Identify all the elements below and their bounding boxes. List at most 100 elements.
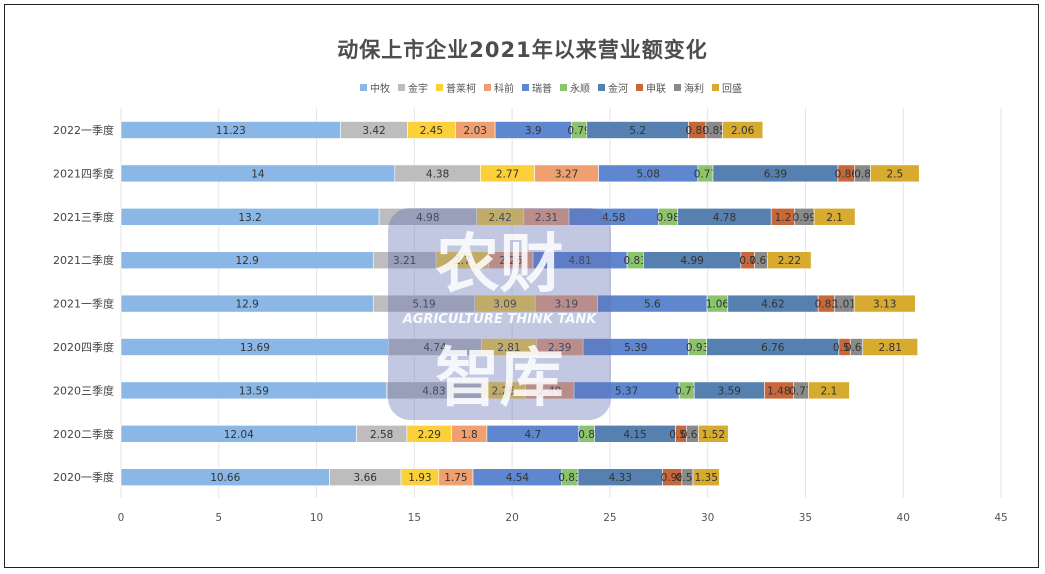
data-label: 2.22 bbox=[778, 255, 801, 267]
legend-swatch bbox=[398, 83, 405, 91]
data-label: 0.79 bbox=[567, 125, 590, 137]
data-label: 2.49 bbox=[538, 385, 561, 397]
data-label: 3.13 bbox=[873, 299, 896, 311]
data-label: 3.09 bbox=[493, 299, 516, 311]
data-label: 2.39 bbox=[548, 342, 571, 354]
data-label: 1.06 bbox=[706, 299, 730, 311]
data-label: 0.99 bbox=[793, 212, 816, 224]
legend-item: 瑞普 bbox=[522, 80, 552, 95]
legend-label: 科前 bbox=[494, 83, 514, 95]
data-label: 2.1 bbox=[821, 385, 838, 397]
data-label: 14 bbox=[251, 168, 265, 180]
data-label: 6.39 bbox=[764, 168, 787, 180]
data-label: 5.19 bbox=[412, 299, 435, 311]
category-label: 2020三季度 bbox=[53, 383, 114, 397]
legend-label: 普莱柯 bbox=[446, 83, 476, 95]
data-label: 13.69 bbox=[240, 342, 270, 354]
legend-label: 回盛 bbox=[722, 83, 742, 95]
data-label: 4.38 bbox=[426, 168, 449, 180]
legend-item: 海利 bbox=[674, 80, 704, 95]
data-label: 2.26 bbox=[492, 385, 516, 397]
data-label: 4.83 bbox=[422, 385, 445, 397]
legend-swatch bbox=[674, 83, 681, 91]
legend-label: 海利 bbox=[684, 83, 704, 95]
data-label: 0.83 bbox=[624, 255, 647, 267]
data-label: 4.33 bbox=[609, 472, 632, 484]
data-label: 3.66 bbox=[354, 472, 378, 484]
data-label: 2.7 bbox=[454, 255, 471, 267]
bar-segment bbox=[722, 121, 764, 139]
data-label: 2.26 bbox=[499, 255, 523, 267]
data-label: 2.45 bbox=[420, 125, 443, 137]
legend-item: 回盛 bbox=[712, 80, 742, 95]
category-label: 2021四季度 bbox=[53, 166, 114, 180]
legend-label: 申联 bbox=[646, 83, 666, 95]
data-label: 3.9 bbox=[525, 125, 542, 137]
data-label: 1.52 bbox=[702, 429, 725, 441]
chart-title: 动保上市企业2021年以来营业额变化 bbox=[337, 38, 708, 62]
x-tick-label: 0 bbox=[118, 512, 125, 524]
data-label: 3.42 bbox=[362, 125, 385, 137]
data-label: 2.29 bbox=[418, 429, 441, 441]
data-label: 4.81 bbox=[568, 255, 591, 267]
data-label: 13.59 bbox=[239, 385, 269, 397]
legend-swatch bbox=[484, 83, 491, 91]
data-label: 4.7 bbox=[524, 429, 541, 441]
data-label: 0.98 bbox=[661, 472, 684, 484]
data-label: 4.98 bbox=[416, 212, 439, 224]
data-label: 0.77 bbox=[675, 385, 698, 397]
data-label: 2.42 bbox=[488, 212, 511, 224]
data-label: 0.86 bbox=[835, 168, 859, 180]
x-tick-label: 35 bbox=[799, 512, 812, 524]
data-label: 4.62 bbox=[761, 299, 784, 311]
data-label: 3.21 bbox=[393, 255, 416, 267]
data-label: 0.83 bbox=[558, 472, 581, 484]
legend-swatch bbox=[522, 83, 529, 91]
category-label: 2021二季度 bbox=[53, 253, 114, 267]
data-label: 0.83 bbox=[815, 299, 838, 311]
data-label: 2.31 bbox=[535, 212, 558, 224]
x-tick-label: 30 bbox=[701, 512, 714, 524]
category-label: 2020二季度 bbox=[53, 427, 114, 441]
data-label: 2.1 bbox=[826, 212, 843, 224]
data-label: 3.27 bbox=[555, 168, 578, 180]
data-label: 0.8 bbox=[854, 168, 871, 180]
data-label: 5.37 bbox=[615, 385, 638, 397]
x-tick-label: 10 bbox=[310, 512, 323, 524]
data-label: 5.2 bbox=[629, 125, 646, 137]
legend-item: 普莱柯 bbox=[436, 80, 476, 95]
data-label: 0.85 bbox=[703, 125, 726, 137]
data-label: 0.93 bbox=[686, 342, 709, 354]
data-label: 0.8 bbox=[578, 429, 595, 441]
legend-label: 金宇 bbox=[408, 83, 428, 95]
legend-item: 永顺 bbox=[560, 80, 590, 95]
legend-swatch bbox=[436, 83, 443, 91]
x-tick-label: 45 bbox=[994, 512, 1007, 524]
data-label: 0.98 bbox=[656, 212, 679, 224]
data-label: 0.7 bbox=[739, 255, 756, 267]
data-label: 0.67 bbox=[749, 255, 772, 267]
bar-segment bbox=[808, 381, 850, 400]
watermark-subtitle: AGRICULTURE THINK TANK bbox=[402, 312, 598, 327]
data-label: 4.74 bbox=[423, 342, 447, 354]
data-label: 1.01 bbox=[833, 299, 856, 311]
legend-swatch bbox=[360, 83, 367, 91]
legend-label: 金河 bbox=[608, 83, 628, 95]
legend-swatch bbox=[560, 83, 567, 91]
data-label: 1.8 bbox=[461, 429, 478, 441]
data-label: 4.78 bbox=[713, 212, 736, 224]
legend-label: 瑞普 bbox=[532, 83, 552, 95]
bar-segment bbox=[870, 164, 920, 183]
data-label: 12.9 bbox=[235, 299, 258, 311]
data-label: 11.23 bbox=[216, 125, 246, 137]
legend-item: 金河 bbox=[598, 80, 628, 95]
x-tick-label: 25 bbox=[603, 512, 616, 524]
data-label: 3.19 bbox=[555, 299, 578, 311]
watermark-text: 智库 bbox=[436, 342, 564, 416]
data-label: 0.77 bbox=[789, 385, 812, 397]
data-label: 1.48 bbox=[767, 385, 790, 397]
data-label: 5.08 bbox=[637, 168, 660, 180]
legend-item: 申联 bbox=[636, 80, 666, 95]
x-tick-label: 5 bbox=[215, 512, 222, 524]
